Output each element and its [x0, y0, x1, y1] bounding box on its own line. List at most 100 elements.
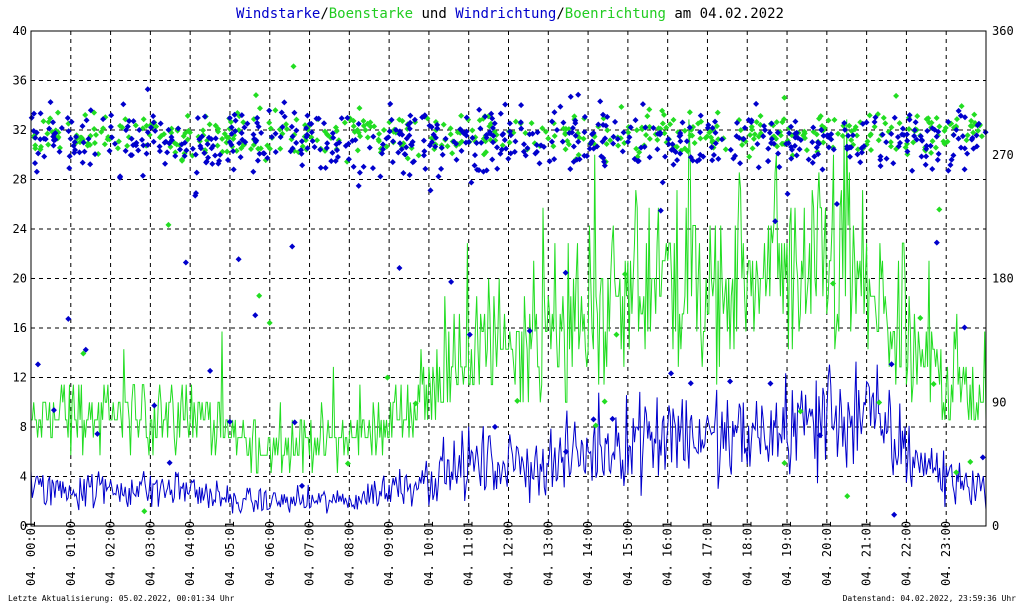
gust-direction-point [797, 408, 804, 415]
wind-direction-point [934, 156, 941, 163]
y-left-tick-label: 36 [13, 74, 27, 88]
wind-direction-point [961, 324, 968, 331]
wind-direction-point [904, 137, 911, 144]
wind-direction-point [278, 109, 285, 116]
gust-direction-point [255, 145, 262, 152]
wind-direction-point [911, 127, 918, 134]
gust-speed-series [31, 119, 987, 474]
wind-direction-point [903, 131, 910, 138]
wind-direction-point [895, 143, 902, 150]
gust-direction-point [219, 135, 226, 142]
gust-direction-point [592, 422, 599, 429]
gust-direction-point [963, 137, 970, 144]
gust-direction-point [654, 136, 661, 143]
gust-direction-point [412, 400, 419, 407]
gust-direction-point [670, 116, 677, 123]
wind-direction-point [304, 145, 311, 152]
wind-direction-point [909, 167, 916, 174]
wind-direction-point [761, 123, 768, 130]
gust-direction-point [84, 140, 91, 147]
gust-direction-point [252, 92, 259, 99]
x-tick-label: 04. 16:01 [661, 521, 675, 586]
wind-direction-points [28, 86, 989, 518]
gust-direction-point [686, 109, 693, 116]
gust-direction-point [853, 132, 860, 139]
wind-direction-point [733, 133, 740, 140]
gust-direction-point [781, 459, 788, 466]
wind-direction-point [438, 144, 445, 151]
wind-direction-point [562, 269, 569, 276]
wind-direction-point [208, 136, 215, 143]
wind-direction-point [697, 112, 704, 119]
gust-direction-point [825, 117, 832, 124]
wind-direction-point [442, 135, 449, 142]
x-tick-label: 04. 00:01 [24, 521, 38, 586]
wind-direction-point [935, 128, 942, 135]
wind-direction-point [345, 140, 352, 147]
gust-direction-point [751, 131, 758, 138]
wind-direction-point [589, 131, 596, 138]
wind-direction-point [193, 169, 200, 176]
wind-direction-point [355, 182, 362, 189]
wind-direction-point [737, 160, 744, 167]
wind-direction-point [602, 135, 609, 142]
wind-direction-point [395, 149, 402, 156]
wind-direction-point [106, 147, 113, 154]
wind-direction-point [480, 168, 487, 175]
gust-direction-point [115, 138, 122, 145]
gust-direction-point [829, 280, 836, 287]
x-tick-label: 04. 21:01 [860, 521, 874, 586]
wind-direction-point [422, 165, 429, 172]
x-axis: 04. 00:01 04. 01:00 04. 02:00 04. 03:00 04. … [24, 521, 953, 586]
wind-direction-point [288, 123, 295, 130]
x-tick-label: 04. 23:00 [939, 521, 953, 586]
wind-direction-point [762, 127, 769, 134]
title-part: und [413, 6, 455, 22]
wind-direction-point [962, 114, 969, 121]
gust-direction-point [848, 137, 855, 144]
wind-direction-point [662, 153, 669, 160]
x-tick-label: 04. 02:00 [104, 521, 118, 586]
gust-direction-point [905, 126, 912, 133]
y-right-tick-label: 270 [992, 148, 1014, 162]
wind-direction-point [293, 127, 300, 134]
gust-direction-point [681, 127, 688, 134]
wind-direction-point [597, 98, 604, 105]
wind-direction-point [970, 145, 977, 152]
gust-direction-point [283, 121, 290, 128]
wind-direction-point [824, 132, 831, 139]
wind-direction-point [68, 118, 75, 125]
footer-left: Letzte Aktualisierung: 05.02.2022, 00:01… [8, 594, 235, 603]
wind-direction-point [237, 154, 244, 161]
wind-direction-point [130, 142, 137, 149]
gust-direction-point [371, 123, 378, 130]
gust-direction-point [893, 92, 900, 99]
wind-direction-point [783, 140, 790, 147]
wind-direction-point [590, 416, 597, 423]
wind-direction-point [396, 265, 403, 272]
wind-direction-point [650, 124, 657, 131]
wind-direction-point [79, 159, 86, 166]
wind-direction-point [156, 143, 163, 150]
wind-direction-point [150, 119, 157, 126]
gust-direction-point [32, 145, 39, 152]
wind-direction-point [201, 150, 208, 157]
gust-direction-point [80, 350, 87, 357]
gust-direction-point [831, 116, 838, 123]
gust-direction-point [404, 155, 411, 162]
gust-direction-point [888, 124, 895, 131]
wind-direction-point [427, 187, 434, 194]
wind-direction-point [687, 380, 694, 387]
wind-direction-point [846, 153, 853, 160]
wind-direction-point [329, 149, 336, 156]
gust-direction-point [356, 105, 363, 112]
wind-direction-point [334, 153, 341, 160]
wind-direction-point [92, 151, 99, 158]
gust-direction-point [267, 125, 274, 132]
wind-direction-point [933, 133, 940, 140]
gust-direction-point [603, 140, 610, 147]
wind-direction-point [765, 158, 772, 165]
wind-direction-point [313, 115, 320, 122]
wind-direction-point [872, 114, 879, 121]
gust-direction-point [953, 469, 960, 476]
